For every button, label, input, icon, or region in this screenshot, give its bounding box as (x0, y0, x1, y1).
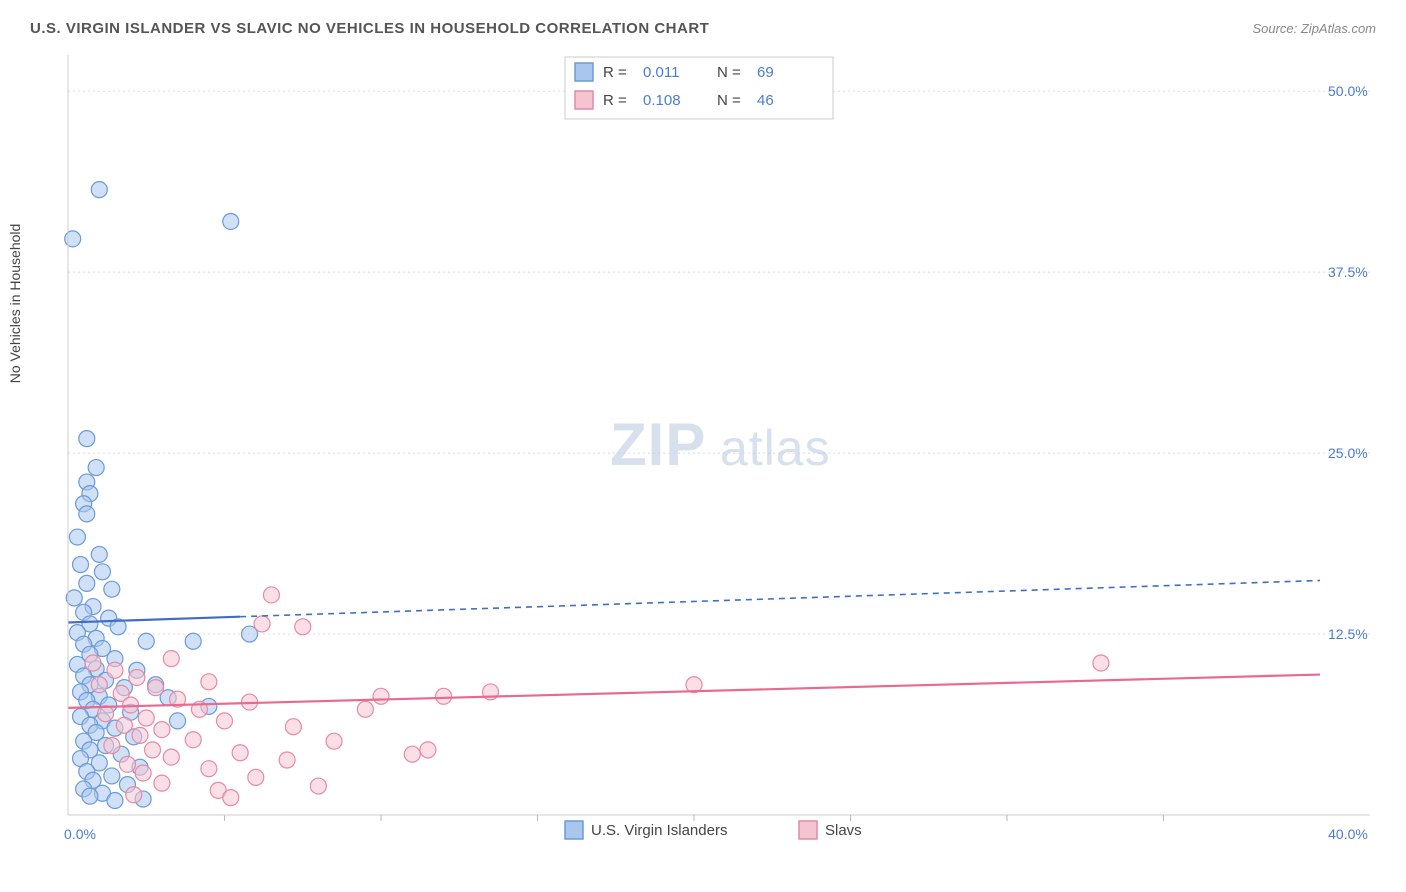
data-point (91, 677, 107, 693)
chart-container: No Vehicles in Household 12.5%25.0%37.5%… (20, 45, 1386, 865)
data-point (104, 738, 120, 754)
data-point (357, 701, 373, 717)
data-point (107, 793, 123, 809)
watermark: atlas (720, 420, 831, 476)
data-point (310, 778, 326, 794)
data-point (420, 742, 436, 758)
y-tick-label: 37.5% (1328, 264, 1368, 280)
data-point (135, 765, 151, 781)
scatter-chart: 12.5% 25.0% 37.5% 50.0% ZIPatlas 0.0% 40.0% R =… (20, 45, 1386, 865)
data-point (91, 546, 107, 562)
data-point (1093, 655, 1109, 671)
x-tick-label: 40.0% (1328, 826, 1368, 842)
data-point (404, 746, 420, 762)
data-point (69, 529, 85, 545)
data-point (170, 713, 186, 729)
legend-n-label: N = (717, 92, 741, 109)
data-point (91, 182, 107, 198)
data-point (145, 742, 161, 758)
data-point (79, 431, 95, 447)
data-point (201, 674, 217, 690)
y-tick-label: 50.0% (1328, 83, 1368, 99)
bottom-legend-swatch (565, 821, 583, 839)
data-point (163, 749, 179, 765)
data-point (254, 616, 270, 632)
data-point (138, 710, 154, 726)
legend-r-value: 0.011 (643, 64, 679, 81)
data-point (154, 775, 170, 791)
data-point (263, 587, 279, 603)
data-point (154, 722, 170, 738)
y-axis-label: No Vehicles in Household (7, 224, 23, 384)
data-point (138, 633, 154, 649)
watermark: ZIP (610, 411, 706, 478)
legend-r-label: R = (603, 64, 627, 81)
data-point (82, 788, 98, 804)
legend-n-value: 46 (757, 92, 774, 109)
data-point (85, 655, 101, 671)
data-point (119, 756, 135, 772)
legend-swatch (575, 63, 593, 81)
chart-header: U.S. VIRGIN ISLANDER VS SLAVIC NO VEHICL… (20, 20, 1386, 37)
data-point (201, 761, 217, 777)
bottom-legend-label: Slavs (825, 822, 862, 839)
data-point (88, 460, 104, 476)
data-point (104, 581, 120, 597)
data-point (65, 231, 81, 247)
data-point (185, 633, 201, 649)
bottom-legend-swatch (799, 821, 817, 839)
data-point (232, 745, 248, 761)
data-point (116, 717, 132, 733)
trend-line-dashed (240, 580, 1320, 616)
data-point (436, 688, 452, 704)
data-point (129, 669, 145, 685)
data-point (185, 732, 201, 748)
data-point (79, 506, 95, 522)
data-point (73, 557, 89, 573)
data-point (132, 727, 148, 743)
x-tick-label: 0.0% (64, 826, 96, 842)
legend-swatch (575, 91, 593, 109)
data-point (223, 213, 239, 229)
data-point (66, 590, 82, 606)
legend-n-value: 69 (757, 64, 774, 81)
data-point (163, 651, 179, 667)
data-point (373, 688, 389, 704)
data-point (295, 619, 311, 635)
data-point (217, 713, 233, 729)
source-credit: Source: ZipAtlas.com (1252, 21, 1376, 36)
data-point (79, 575, 95, 591)
data-point (107, 662, 123, 678)
data-point (148, 680, 164, 696)
legend-r-value: 0.108 (643, 92, 681, 109)
legend-n-label: N = (717, 64, 741, 81)
data-point (326, 733, 342, 749)
data-point (248, 769, 264, 785)
data-point (285, 719, 301, 735)
data-point (223, 790, 239, 806)
y-tick-label: 25.0% (1328, 445, 1368, 461)
legend-r-label: R = (603, 92, 627, 109)
data-point (279, 752, 295, 768)
data-point (126, 787, 142, 803)
data-point (94, 564, 110, 580)
bottom-legend-label: U.S. Virgin Islanders (591, 822, 727, 839)
data-point (104, 768, 120, 784)
y-tick-label: 12.5% (1328, 626, 1368, 642)
chart-title: U.S. VIRGIN ISLANDER VS SLAVIC NO VEHICL… (30, 20, 709, 37)
